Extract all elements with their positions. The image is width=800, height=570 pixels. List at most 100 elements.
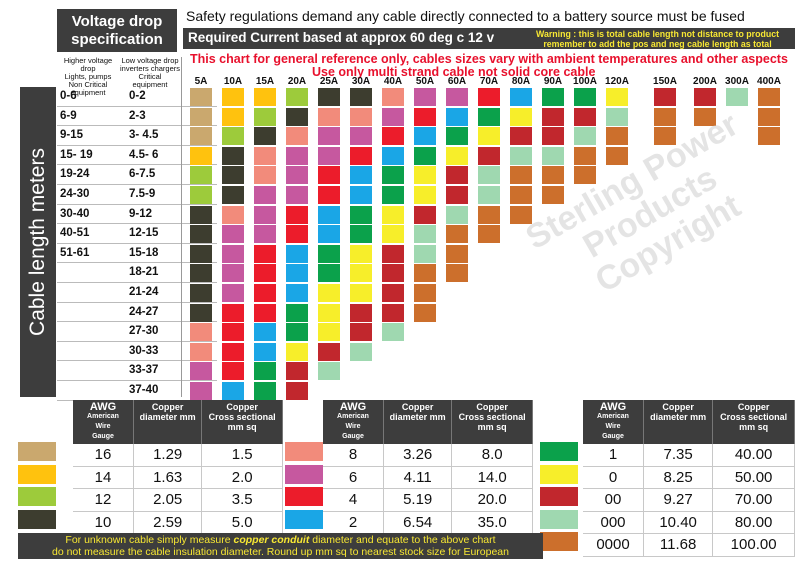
legend-swatch-awg-12: [18, 487, 56, 506]
cell-awg-00: [318, 342, 340, 361]
current-label-150A: 150A: [653, 76, 677, 87]
row-label-low: 9-12: [129, 207, 153, 220]
legend-swatch-awg-14: [18, 464, 56, 484]
footer-line-2: do not measure the cable insulation diam…: [51, 546, 509, 558]
legend-swatch-awg-0: [540, 464, 578, 484]
row-divider: [57, 301, 217, 303]
legend-cross: 1.5: [201, 444, 283, 467]
cell-awg-000: [478, 186, 500, 204]
cell-awg-4: [286, 225, 308, 244]
legend-diameter: 11.68: [643, 533, 714, 557]
cell-awg-6: [254, 186, 276, 204]
cell-awg-00: [414, 205, 436, 224]
cell-awg-1: [254, 362, 276, 381]
cell-awg-1: [286, 303, 308, 322]
cell-awg-00: [382, 244, 404, 263]
cell-awg-00: [542, 107, 564, 126]
cell-awg-1: [478, 107, 500, 126]
legend-cross: 35.0: [451, 511, 533, 534]
cell-awg-00: [446, 186, 468, 204]
legend-swatch-awg-10: [18, 509, 56, 529]
legend-cross: 20.0: [451, 488, 533, 512]
current-label-120A: 120A: [605, 76, 629, 87]
cell-awg-10: [190, 205, 212, 224]
legend-awg: 4: [323, 488, 384, 512]
awg-legend-table: AWG American Wire Gauge Copper diameter mm Cop…: [583, 400, 795, 557]
cell-awg-12: [190, 166, 212, 185]
cell-awg-00: [574, 107, 596, 126]
awg-header: AWG American Wire Gauge: [73, 400, 134, 444]
cell-awg-6: [222, 284, 244, 302]
legend-cross: 3.5: [201, 488, 283, 512]
diameter-header: Copper diameter mm: [383, 400, 453, 444]
row-label-high: 19-24: [60, 168, 90, 181]
cell-awg-10: [222, 166, 244, 185]
row-divider: [57, 321, 217, 323]
cell-awg-00: [286, 382, 308, 400]
cell-awg-6: [350, 127, 372, 146]
warning-line-2: remember to add the pos and neg cable le…: [543, 39, 772, 49]
legend-swatch-awg-0000: [540, 532, 578, 551]
column-divider: [181, 57, 182, 397]
cell-awg-6: [318, 146, 340, 165]
legend-cross: 100.00: [712, 533, 795, 557]
footer-line-1-emphasis: copper conduit: [233, 534, 310, 546]
cross-section-header: Copper Cross sectional mm sq: [451, 400, 533, 444]
cell-awg-1: [574, 88, 596, 106]
legend-row: 0000 11.68 100.00: [583, 533, 795, 557]
awg-legend-table: AWG American Wire Gauge Copper diameter mm Cop…: [73, 400, 283, 534]
low-header-line-2: inverters chargers: [119, 64, 181, 73]
row-label-high: 9-15: [60, 129, 84, 142]
cell-awg-2: [254, 323, 276, 342]
row-label-low: 33-37: [129, 364, 159, 377]
diameter-header: Copper diameter mm: [643, 400, 714, 444]
cell-awg-2: [222, 382, 244, 400]
legend-swatch-awg-000: [540, 509, 578, 529]
cell-awg-12: [286, 88, 308, 106]
cell-awg-000: [414, 244, 436, 263]
awg-legend-table: AWG American Wire Gauge Copper diameter mm Cop…: [323, 400, 533, 534]
cell-awg-4: [478, 88, 500, 106]
cell-awg-0000: [414, 303, 436, 322]
cell-awg-0: [286, 342, 308, 361]
cell-awg-6: [286, 186, 308, 204]
cell-awg-0000: [446, 264, 468, 283]
legend-awg: 0: [583, 466, 644, 489]
row-divider: [57, 242, 217, 244]
cell-awg-6: [446, 88, 468, 106]
low-header-line-1: Low voltage drop: [121, 56, 179, 65]
row-label-low: 18-21: [129, 266, 159, 279]
cell-awg-0: [350, 284, 372, 302]
cell-awg-00: [542, 127, 564, 146]
cell-awg-4: [254, 284, 276, 302]
row-divider: [57, 105, 217, 107]
cell-awg-10: [190, 303, 212, 322]
cell-awg-14: [254, 88, 276, 106]
cell-awg-2: [318, 225, 340, 244]
legend-row: 12 2.05 3.5: [73, 488, 283, 512]
legend-diameter: 2.05: [133, 488, 203, 512]
cell-awg-00: [446, 166, 468, 185]
cell-awg-4: [318, 186, 340, 204]
low-header-line-3: Critical: [138, 72, 162, 81]
cell-awg-000: [478, 166, 500, 185]
cell-awg-4: [350, 146, 372, 165]
legend-awg: 2: [323, 511, 384, 534]
cell-awg-6: [222, 244, 244, 263]
legend-swatch-awg-8: [285, 442, 323, 461]
title-line-1: Voltage drop: [71, 13, 163, 30]
cell-awg-0000: [758, 107, 780, 126]
cell-awg-0: [478, 127, 500, 146]
row-label-low: 30-33: [129, 344, 159, 357]
cell-awg-1: [350, 225, 372, 244]
legend-cross: 8.0: [451, 444, 533, 467]
cell-awg-6: [222, 225, 244, 244]
current-label-5A: 5A: [194, 76, 208, 87]
cell-awg-2: [350, 186, 372, 204]
cell-awg-16: [190, 88, 212, 106]
cell-awg-2: [350, 166, 372, 185]
legend-row: 1 7.35 40.00: [583, 444, 795, 467]
cell-awg-8: [382, 88, 404, 106]
cell-awg-4: [414, 107, 436, 126]
high-header-line-3: Non Critical: [68, 80, 108, 89]
